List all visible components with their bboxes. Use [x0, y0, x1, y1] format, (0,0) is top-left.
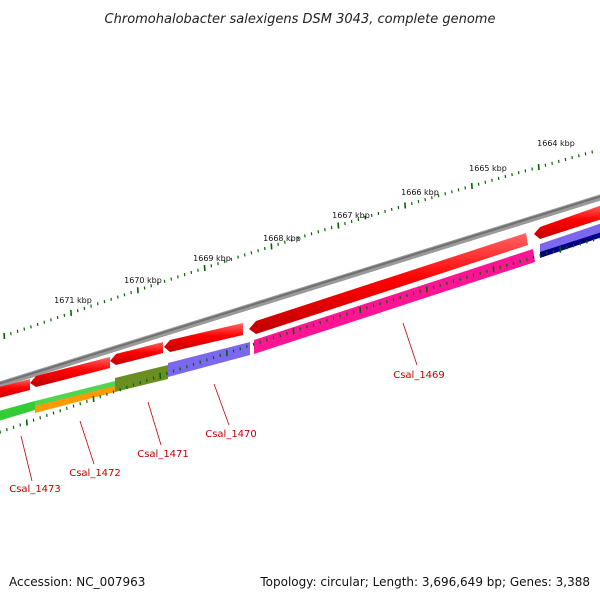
kbp-label-1671: 1671 kbp — [54, 296, 92, 305]
forward-strand-features — [0, 205, 600, 398]
gene-label-csal-1473: Csal_1473 — [9, 484, 61, 495]
kbp-label-1664: 1664 kbp — [537, 139, 575, 148]
kbp-ruler — [3, 150, 593, 340]
gene-label-csal-1469: Csal_1469 — [393, 370, 445, 381]
leader-csal-1472 — [79, 420, 95, 465]
accession-text: Accession: NC_007963 — [9, 575, 145, 589]
gene-csal-1472 — [35, 386, 115, 413]
gene-track — [0, 223, 600, 421]
kbp-label-1668: 1668 kbp — [263, 234, 301, 243]
genome-title: Chromohalobacter salexigens DSM 3043, co… — [105, 12, 496, 27]
kbp-label-1670: 1670 kbp — [124, 276, 162, 285]
genome-summary-text: Topology: circular; Length: 3,696,649 bp… — [259, 575, 590, 589]
cds-forward-5 — [249, 233, 528, 334]
inner-ticks — [0, 236, 600, 434]
cds-forward-1 — [0, 379, 30, 398]
gene-label-csal-1470: Csal_1470 — [205, 429, 257, 440]
gene-label-leaders — [20, 322, 418, 482]
gene-csal-1469 — [254, 249, 535, 354]
cds-forward-4 — [164, 323, 243, 352]
kbp-label-1666: 1666 kbp — [401, 188, 439, 197]
gene-csal-1473 — [0, 401, 35, 421]
gene-label-csal-1472: Csal_1472 — [69, 468, 121, 479]
kbp-label-1665: 1665 kbp — [469, 164, 507, 173]
kbp-label-1667: 1667 kbp — [332, 211, 370, 220]
cds-forward-6 — [534, 205, 600, 239]
gene-right-navy — [540, 232, 600, 258]
kbp-ruler-labels: 1664 kbp 1665 kbp 1666 kbp 1667 kbp 1668… — [54, 139, 575, 305]
gene-csal-1470 — [168, 342, 250, 377]
cds-forward-3 — [110, 342, 163, 365]
gene-labels: Csal_1469 Csal_1470 Csal_1471 Csal_1472 … — [9, 370, 445, 495]
cds-forward-2 — [30, 357, 110, 387]
kbp-label-1669: 1669 kbp — [193, 254, 231, 263]
genome-backbone-edge — [0, 195, 600, 385]
leader-csal-1469 — [402, 322, 418, 366]
gene-label-csal-1471: Csal_1471 — [137, 449, 189, 460]
gene-csal-1471 — [115, 365, 168, 392]
leader-csal-1470 — [213, 383, 230, 426]
leader-csal-1473 — [20, 435, 33, 482]
leader-csal-1471 — [147, 401, 162, 446]
